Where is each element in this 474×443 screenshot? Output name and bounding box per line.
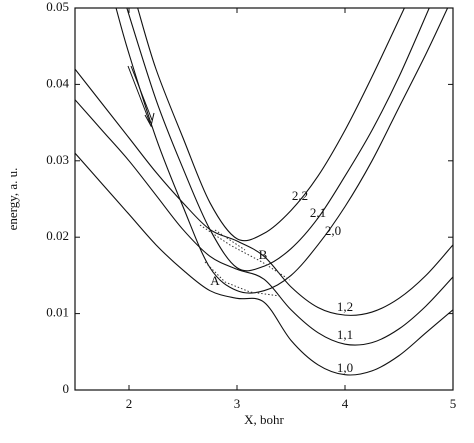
curve bbox=[75, 99, 453, 346]
x-axis-label: X, bohr bbox=[244, 412, 284, 427]
plot-frame bbox=[74, 7, 454, 391]
curve-label: 1,2 bbox=[337, 299, 353, 314]
arrow bbox=[127, 65, 155, 128]
curve bbox=[126, 8, 430, 272]
annotation: A bbox=[210, 273, 220, 288]
curve-label: 1,0 bbox=[337, 360, 353, 375]
x-tick-label: 2 bbox=[126, 396, 133, 411]
y-tick-label: 0.03 bbox=[46, 152, 69, 167]
y-tick-label: 0.02 bbox=[46, 228, 69, 243]
y-tick-label: 0.01 bbox=[46, 305, 69, 320]
curve bbox=[75, 152, 453, 376]
y-tick-label: 0.04 bbox=[46, 75, 69, 90]
curve-label: 2,2 bbox=[292, 188, 308, 203]
annotation: B bbox=[259, 247, 268, 262]
curve bbox=[75, 68, 453, 316]
x-tick-label: 4 bbox=[342, 396, 349, 411]
x-tick-label: 3 bbox=[234, 396, 241, 411]
curve bbox=[115, 8, 449, 294]
curves bbox=[75, 8, 453, 376]
y-tick-label: 0 bbox=[63, 381, 70, 396]
curve bbox=[137, 8, 405, 242]
curve-label: 2,0 bbox=[325, 223, 341, 238]
x-tick-label: 5 bbox=[450, 396, 457, 411]
y-axis-label: energy, a. u. bbox=[5, 168, 20, 231]
curve-label: 1,1 bbox=[337, 327, 353, 342]
curve-label: 2,1 bbox=[310, 205, 326, 220]
y-tick-label: 0.05 bbox=[46, 0, 69, 14]
dotted-connectors bbox=[199, 224, 291, 297]
